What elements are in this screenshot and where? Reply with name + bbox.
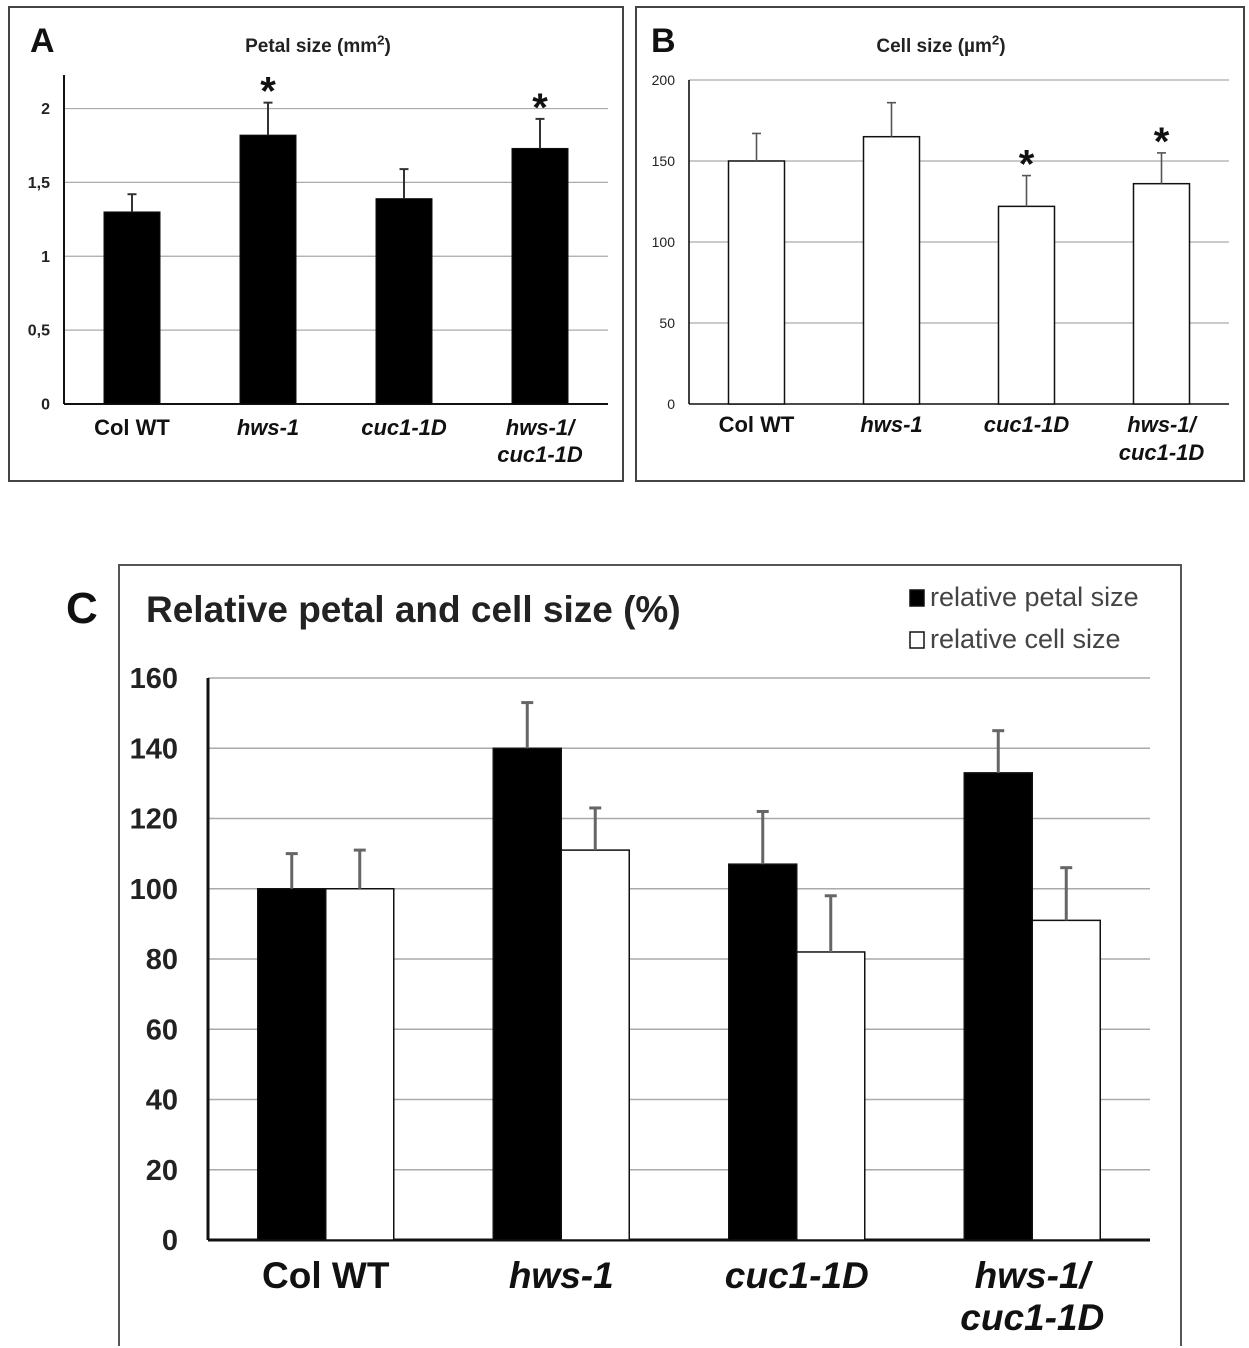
y-tick-label: 40 [146, 1085, 178, 1117]
y-tick-label: 150 [652, 153, 676, 169]
y-tick-label: 0 [667, 396, 675, 412]
y-tick-label: 160 [130, 663, 178, 695]
bar [560, 849, 630, 1241]
y-tick-label: 200 [652, 72, 676, 88]
cell-size-chart: Cell size (µm2) 0 50 100 150 200 Col WT hws-1 * c… [652, 32, 1229, 465]
panel-letter-b: B [651, 22, 676, 60]
bar [963, 772, 1033, 1241]
y-tick-label: 1 [41, 249, 50, 266]
bar [862, 135, 921, 405]
bar [727, 160, 786, 405]
legend-label: relative petal size [930, 582, 1139, 612]
panel-a: A Petal size (mm2) 0 0,5 1 1,5 2 Col WT * hws-1 c… [8, 6, 624, 482]
panel-letter-a: A [30, 22, 55, 60]
x-tick-label: cuc1-1D [984, 412, 1070, 437]
y-tick-label: 80 [146, 944, 178, 976]
legend-swatch [909, 589, 925, 607]
x-tick-label: cuc1-1D [725, 1255, 869, 1296]
x-tick-label: hws-1/ [1127, 412, 1198, 437]
bar [728, 863, 798, 1241]
y-tick-label: 20 [146, 1155, 178, 1187]
y-tick-label: 1,5 [28, 175, 50, 192]
legend-swatch [909, 631, 925, 649]
x-tick-label: hws-1/ [506, 415, 577, 440]
y-tick-label: 140 [130, 733, 178, 765]
x-tick-label: cuc1-1D [497, 442, 583, 467]
chart-title: Petal size (mm2) [245, 32, 391, 57]
bar [796, 951, 866, 1241]
bar [1031, 919, 1101, 1241]
y-tick-label: 0 [162, 1225, 178, 1257]
y-tick-label: 100 [652, 234, 676, 250]
panel-b: B Cell size (µm2) 0 50 100 150 200 Col WT hws-1… [635, 6, 1245, 482]
bar [492, 747, 562, 1241]
legend-label: relative cell size [930, 624, 1121, 654]
panel-c: Relative petal and cell size (%) 0 20 40 60 8… [118, 564, 1182, 1346]
bar [1132, 182, 1191, 405]
bar [997, 205, 1056, 405]
x-tick-label: hws-1 [237, 415, 299, 440]
x-tick-label: hws-1 [860, 412, 922, 437]
chart-title: Relative petal and cell size (%) [146, 589, 681, 630]
panel-letter-c: C [66, 584, 98, 633]
y-tick-label: 50 [659, 315, 675, 331]
y-tick-label: 100 [130, 874, 178, 906]
bar [103, 211, 161, 405]
y-tick-label: 60 [146, 1014, 178, 1046]
x-tick-label: cuc1-1D [361, 415, 447, 440]
x-tick-label: cuc1-1D [1119, 440, 1205, 465]
x-tick-label: Col WT [94, 415, 170, 440]
chart-title: Cell size (µm2) [876, 32, 1005, 57]
x-tick-label: hws-1 [509, 1255, 614, 1296]
y-tick-label: 120 [130, 804, 178, 836]
bar [239, 134, 297, 405]
bar [257, 888, 327, 1241]
petal-size-chart: Petal size (mm2) 0 0,5 1 1,5 2 Col WT * hws-1 cuc… [28, 32, 608, 467]
x-tick-label: Col WT [719, 412, 795, 437]
x-tick-label: cuc1-1D [960, 1297, 1104, 1338]
y-tick-label: 0,5 [28, 323, 50, 340]
x-tick-label: hws-1/ [975, 1255, 1094, 1296]
relative-size-chart: Relative petal and cell size (%) 0 20 40 60 8… [130, 582, 1150, 1338]
significance-marker: * [1154, 120, 1170, 164]
bar [375, 198, 433, 405]
bar [511, 147, 569, 405]
y-tick-label: 0 [41, 397, 50, 414]
significance-marker: * [260, 70, 276, 114]
significance-marker: * [1019, 143, 1035, 187]
y-tick-label: 2 [41, 101, 50, 118]
bar [325, 888, 395, 1241]
x-tick-label: Col WT [262, 1255, 390, 1296]
significance-marker: * [532, 86, 548, 130]
